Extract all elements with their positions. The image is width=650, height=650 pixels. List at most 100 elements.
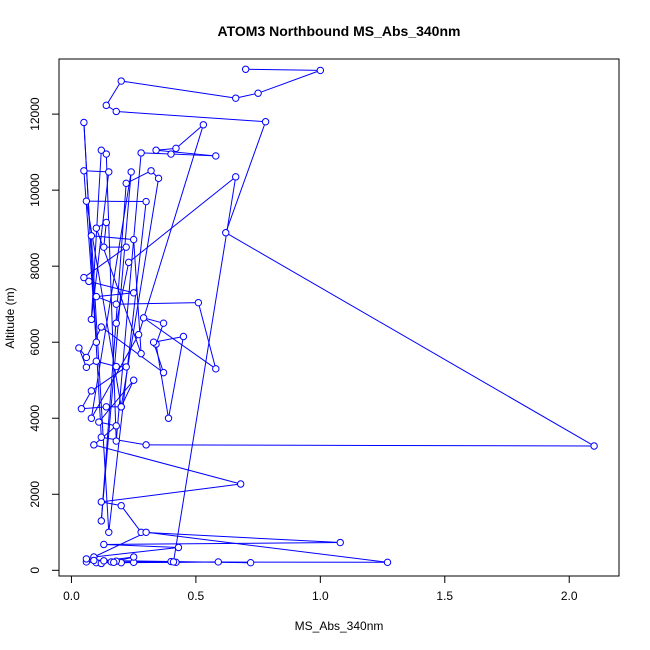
y-tick-label: 2000 [28,481,42,508]
data-point [87,315,96,324]
series-line-segment [121,80,236,99]
series-line-segment [115,152,142,442]
data-point [142,528,150,536]
x-tick-label: 0.5 [188,589,205,603]
data-point [236,480,245,488]
data-point [102,150,110,158]
plot-frame [58,58,620,577]
data-point [383,558,392,567]
data-point [112,300,120,308]
data-point [147,167,155,175]
series-line-segment [98,379,135,423]
data-point [154,174,163,183]
data-point [336,538,344,547]
data-point [87,232,96,240]
data-point [129,235,138,244]
series-line-segment [128,176,237,263]
data-point [97,323,106,331]
data-point [129,289,138,297]
x-axis: 0.0 0.5 1.0 1.5 2.0 [63,576,578,603]
data-point [97,146,106,154]
series-line-segment [103,542,341,545]
series-line-segment [88,280,134,294]
x-axis-label: MS_Abs_340nm [295,619,384,633]
x-tick-label: 1.5 [436,589,453,603]
data-point [127,168,135,176]
series-line-segment [83,246,127,278]
data-point [80,167,88,175]
series-line-segment [96,292,134,298]
data-point [232,94,240,102]
data-point [232,173,240,181]
data-point [174,543,183,552]
data-point [105,168,113,176]
series-line-segment [155,323,165,345]
data-point [134,330,143,339]
series-line-segment [257,69,321,94]
series-line-segment [175,124,204,149]
data-point [137,149,145,157]
data-point [87,387,96,395]
data-point [92,357,101,365]
series-line-segment [146,444,595,447]
series-line-segment [197,302,217,369]
data-point [169,558,178,566]
data-point [95,418,103,426]
data-point [222,229,230,237]
data-point [167,150,175,158]
series-line-segment [105,80,122,106]
data-point [102,403,110,411]
data-point [246,558,255,567]
y-axis: 0 2000 4000 6000 8000 10000 12000 [28,97,59,574]
data-point [214,558,222,566]
series-line-segment [90,150,102,320]
chart-title: ATOM3 Northbound MS_Abs_340nm [218,23,461,39]
data-point [77,405,86,413]
data-point [75,344,83,352]
series-line-segment [170,561,251,564]
data-point [100,557,108,565]
data-point [102,101,110,110]
data-point [261,118,270,126]
data-point [149,338,158,346]
series-line-segment [116,302,199,305]
data-point [124,258,133,267]
data-point [112,437,120,445]
y-tick-label: 12000 [28,97,42,131]
data-point [122,179,130,188]
series-line-segment [138,124,204,335]
data-point [179,332,188,341]
data-point [117,501,125,510]
series-line-segment [125,170,152,184]
series-line-segment [153,336,184,343]
data-point [105,528,113,536]
series-line-segment [120,380,135,408]
series-line-segment [245,68,321,71]
data-point [129,553,138,561]
series-line-segment [93,444,241,485]
series-line-segment [116,110,266,123]
x-tick-label: 0.0 [63,589,80,603]
series-line-segment [235,92,259,99]
data-point [316,66,325,75]
series-line-segment [120,505,142,533]
data-point [100,243,108,251]
data-point [90,556,98,565]
series-line-segment [115,262,130,324]
series-line-segment [93,531,147,558]
data-point [212,365,220,373]
data-point [92,292,101,301]
data-point [82,555,91,563]
x-tick-label: 2.0 [561,589,578,603]
data-point [82,363,91,371]
series-line-segment [156,149,216,157]
data-point [82,353,91,362]
data-point [97,517,106,525]
data-point [137,349,145,358]
data-point [102,218,110,227]
series-line-segment [100,183,127,521]
data-point [112,107,120,116]
y-tick-label: 0 [28,567,42,574]
